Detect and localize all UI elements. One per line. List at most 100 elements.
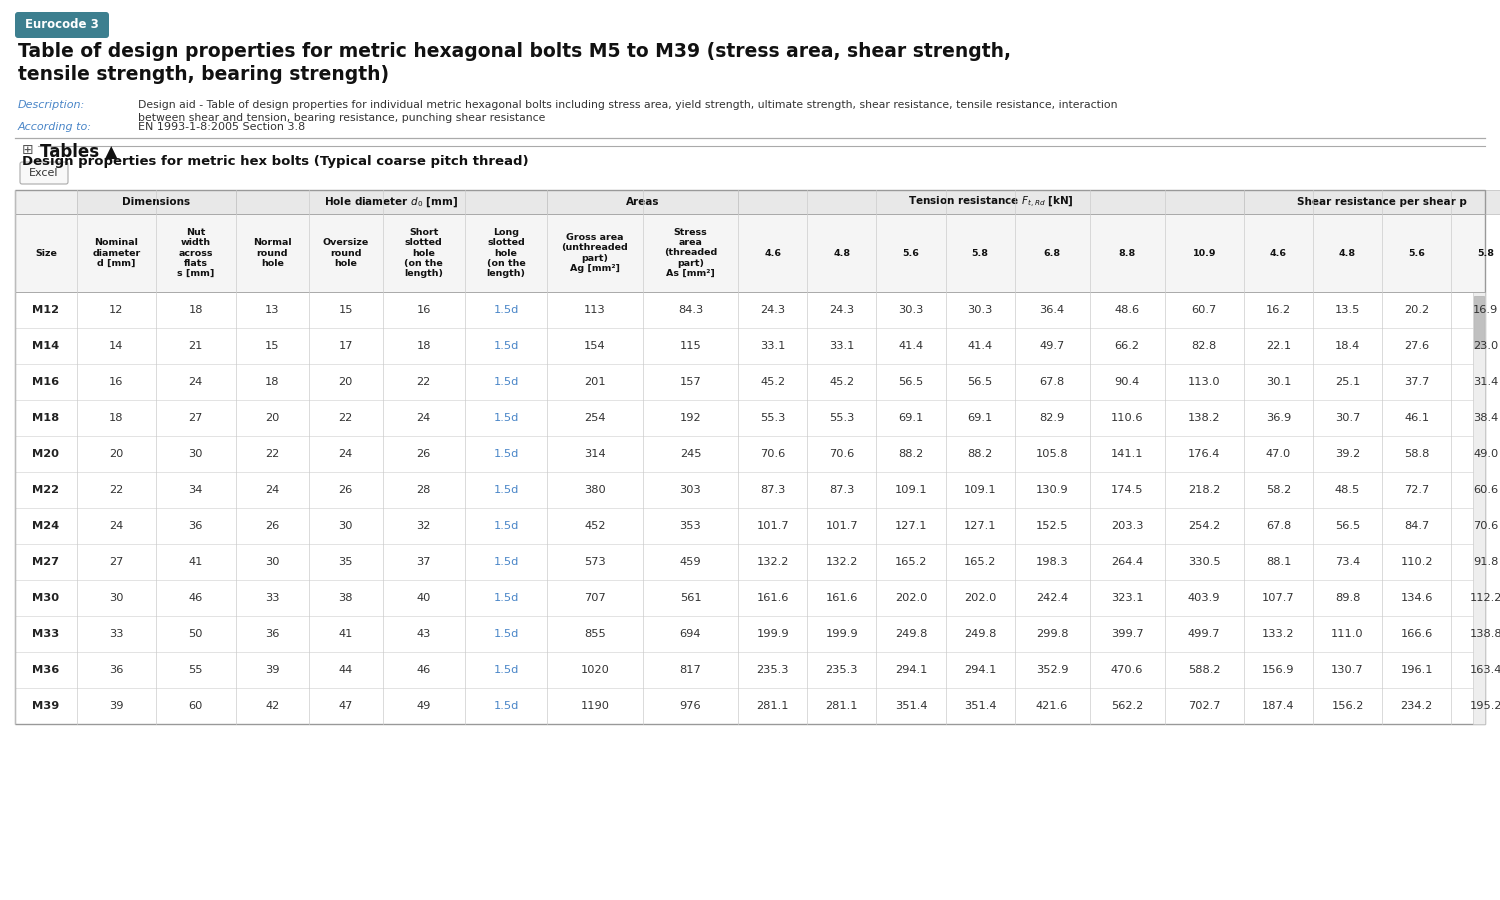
Text: Nut
width
across
flats
s [mm]: Nut width across flats s [mm] [177, 228, 214, 278]
Text: 161.6: 161.6 [825, 593, 858, 603]
Text: 15: 15 [266, 341, 279, 351]
Bar [15, 472, 1485, 508]
Text: 13.5: 13.5 [1335, 305, 1360, 315]
Text: 18: 18 [110, 413, 123, 423]
Text: 702.7: 702.7 [1188, 701, 1221, 711]
Text: 134.6: 134.6 [1401, 593, 1432, 603]
Text: 47.0: 47.0 [1266, 449, 1292, 459]
Text: 82.9: 82.9 [1040, 413, 1065, 423]
Text: 165.2: 165.2 [896, 557, 927, 567]
Text: 105.8: 105.8 [1036, 449, 1068, 459]
Text: 235.3: 235.3 [825, 665, 858, 675]
Text: M36: M36 [32, 665, 60, 675]
Text: 14: 14 [110, 341, 123, 351]
Text: 20: 20 [339, 377, 352, 387]
Text: M24: M24 [33, 521, 60, 531]
Text: 48.5: 48.5 [1335, 485, 1360, 495]
Text: 234.2: 234.2 [1401, 701, 1432, 711]
Text: 130.7: 130.7 [1330, 665, 1364, 675]
Text: Stress
area
(threaded
part)
As [mm²]: Stress area (threaded part) As [mm²] [664, 228, 717, 278]
Bar [1473, 292, 1485, 724]
Text: 16: 16 [110, 377, 123, 387]
Text: 4.8: 4.8 [834, 248, 850, 257]
Text: 24: 24 [417, 413, 430, 423]
Text: M27: M27 [33, 557, 60, 567]
Text: 141.1: 141.1 [1112, 449, 1143, 459]
Text: 314: 314 [584, 449, 606, 459]
Text: 46: 46 [417, 665, 430, 675]
Text: 459: 459 [680, 557, 702, 567]
Text: Tension resistance $F_{t,Rd}$ [kN]: Tension resistance $F_{t,Rd}$ [kN] [908, 194, 1074, 210]
Text: 55.3: 55.3 [760, 413, 786, 423]
Text: 562.2: 562.2 [1112, 701, 1143, 711]
Text: 18: 18 [189, 305, 202, 315]
Text: 113.0: 113.0 [1188, 377, 1221, 387]
Text: 44: 44 [339, 665, 352, 675]
Text: 67.8: 67.8 [1266, 521, 1292, 531]
Text: Shear resistance per shear p: Shear resistance per shear p [1298, 197, 1467, 207]
Text: 18: 18 [417, 341, 430, 351]
Text: 56.5: 56.5 [1335, 521, 1360, 531]
Text: 70.6: 70.6 [830, 449, 855, 459]
Text: 24: 24 [339, 449, 352, 459]
Text: 91.8: 91.8 [1473, 557, 1498, 567]
Text: 37.7: 37.7 [1404, 377, 1429, 387]
Text: 165.2: 165.2 [964, 557, 996, 567]
Text: 12: 12 [110, 305, 123, 315]
Text: Tables ▲: Tables ▲ [40, 143, 117, 161]
Text: 30.1: 30.1 [1266, 377, 1292, 387]
Text: 20.2: 20.2 [1404, 305, 1429, 315]
Text: 156.2: 156.2 [1332, 701, 1364, 711]
Text: 5.6: 5.6 [903, 248, 920, 257]
Text: 281.1: 281.1 [756, 701, 789, 711]
Text: 6.8: 6.8 [1044, 248, 1060, 257]
Text: 10.9: 10.9 [1192, 248, 1216, 257]
Text: 198.3: 198.3 [1036, 557, 1068, 567]
Text: 49: 49 [417, 701, 430, 711]
Text: Short
slotted
hole
(on the
length): Short slotted hole (on the length) [404, 228, 442, 278]
Text: 33: 33 [110, 629, 123, 639]
Text: 39: 39 [266, 665, 279, 675]
Text: 39: 39 [110, 701, 123, 711]
Bar [15, 328, 1485, 364]
Text: 201: 201 [584, 377, 606, 387]
Text: 49.0: 49.0 [1473, 449, 1498, 459]
Text: M30: M30 [33, 593, 60, 603]
Text: 33: 33 [266, 593, 279, 603]
Text: 156.9: 156.9 [1262, 665, 1294, 675]
Text: 110.2: 110.2 [1401, 557, 1432, 567]
Text: 152.5: 152.5 [1036, 521, 1068, 531]
Text: 235.3: 235.3 [756, 665, 789, 675]
Text: 399.7: 399.7 [1110, 629, 1143, 639]
Text: 27.6: 27.6 [1404, 341, 1429, 351]
Text: 5.8: 5.8 [972, 248, 988, 257]
Text: 35: 35 [339, 557, 352, 567]
Text: 24: 24 [266, 485, 279, 495]
Text: 21: 21 [189, 341, 202, 351]
Text: 42: 42 [266, 701, 279, 711]
Text: EN 1993-1-8:2005 Section 3.8: EN 1993-1-8:2005 Section 3.8 [138, 122, 306, 132]
Text: 1.5d: 1.5d [494, 377, 519, 387]
Text: 84.3: 84.3 [678, 305, 703, 315]
Text: 27: 27 [189, 413, 202, 423]
Text: Excel: Excel [30, 168, 58, 178]
Text: 4.8: 4.8 [1340, 248, 1356, 257]
Text: 1.5d: 1.5d [494, 305, 519, 315]
Text: 573: 573 [584, 557, 606, 567]
Text: 24.3: 24.3 [830, 305, 855, 315]
Bar [15, 364, 1485, 400]
Text: 55: 55 [189, 665, 202, 675]
Text: Hole diameter $d_0$ [mm]: Hole diameter $d_0$ [mm] [324, 195, 459, 209]
Text: 73.4: 73.4 [1335, 557, 1360, 567]
Text: 13: 13 [266, 305, 279, 315]
Text: 56.5: 56.5 [968, 377, 993, 387]
Bar [15, 292, 1485, 328]
Text: 36: 36 [266, 629, 279, 639]
Bar [15, 214, 1485, 292]
Text: 15: 15 [339, 305, 352, 315]
Text: 33.1: 33.1 [830, 341, 855, 351]
Text: 192: 192 [680, 413, 702, 423]
Text: 5.8: 5.8 [1478, 248, 1494, 257]
Bar [738, 190, 1244, 214]
Bar [236, 190, 548, 214]
